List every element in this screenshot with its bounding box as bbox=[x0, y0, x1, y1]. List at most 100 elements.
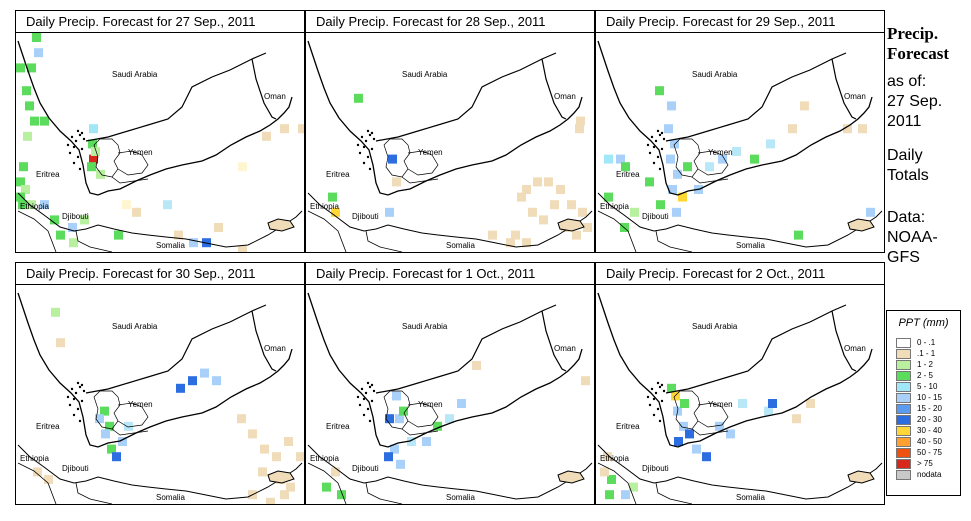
precip-cell bbox=[666, 154, 675, 164]
source-line1: NOAA- bbox=[887, 229, 938, 246]
precip-cell bbox=[522, 238, 531, 248]
island-dot bbox=[652, 161, 656, 165]
legend-swatch bbox=[896, 470, 911, 480]
precip-cell bbox=[266, 497, 275, 504]
boundary-line bbox=[17, 192, 303, 248]
precip-cell bbox=[27, 63, 36, 73]
place-label-somalia: Somalia bbox=[446, 493, 475, 502]
precip-cell bbox=[331, 207, 340, 217]
boundary-line bbox=[365, 230, 403, 252]
island-dot bbox=[82, 389, 86, 393]
precip-cell bbox=[388, 154, 397, 164]
island-dot bbox=[366, 155, 370, 159]
precip-cell bbox=[575, 124, 584, 134]
boundary-line bbox=[541, 58, 567, 120]
boundary-line bbox=[401, 428, 439, 436]
precip-cell bbox=[576, 116, 585, 126]
island-dot bbox=[660, 131, 664, 135]
place-label-ethiopia: Ethiopia bbox=[20, 202, 49, 211]
place-label-eritrea: Eritrea bbox=[326, 422, 350, 431]
precip-cell bbox=[457, 399, 466, 408]
place-label-somalia: Somalia bbox=[736, 493, 765, 502]
legend-swatch bbox=[896, 371, 911, 381]
precip-cell bbox=[40, 116, 49, 126]
legend-swatch bbox=[896, 426, 911, 436]
panel-title: Daily Precip. Forecast for 29 Sep., 2011 bbox=[596, 11, 884, 33]
precip-cell bbox=[16, 177, 25, 187]
precip-map: Saudi Arabia Oman Yemen Eritrea Ethiopia Djib… bbox=[16, 33, 304, 252]
sidebar-title-line2: Forecast bbox=[887, 44, 949, 63]
boundary-line bbox=[307, 444, 593, 500]
island-dot bbox=[656, 129, 660, 133]
island-dot bbox=[70, 387, 74, 391]
precip-cell bbox=[766, 139, 775, 149]
place-label-djibouti: Djibouti bbox=[352, 212, 379, 221]
precip-cell bbox=[567, 200, 576, 210]
precip-cell bbox=[604, 154, 613, 164]
precip-cell bbox=[238, 162, 247, 172]
island-dot bbox=[652, 413, 656, 417]
legend-label: 20 - 30 bbox=[917, 415, 942, 424]
boundary-line bbox=[697, 150, 729, 176]
legend-swatch bbox=[896, 382, 911, 392]
precip-cell bbox=[670, 139, 679, 149]
island-dot bbox=[78, 167, 82, 171]
precip-cell bbox=[866, 207, 875, 217]
precip-cell bbox=[806, 399, 815, 408]
boundary-line bbox=[307, 292, 583, 448]
precip-cell bbox=[692, 444, 701, 454]
island-dot bbox=[662, 137, 666, 141]
island-dot bbox=[652, 145, 656, 149]
boundary-line bbox=[691, 176, 729, 184]
precip-cell bbox=[395, 414, 404, 424]
precip-cell bbox=[433, 421, 442, 431]
island-dot bbox=[356, 395, 360, 399]
boundary-line bbox=[17, 210, 57, 252]
precip-cell bbox=[284, 437, 293, 446]
precip-cell bbox=[858, 124, 867, 134]
boundary-line bbox=[655, 482, 693, 504]
data-label: Data: bbox=[887, 209, 926, 226]
boundary-line bbox=[17, 444, 303, 500]
precip-cell bbox=[23, 131, 32, 141]
forecast-panel-28-sep: Daily Precip. Forecast for 28 Sep., 2011… bbox=[305, 10, 595, 253]
boundary-line bbox=[307, 210, 347, 252]
precip-cell bbox=[678, 192, 687, 202]
precip-cell bbox=[56, 230, 65, 240]
boundary-line bbox=[597, 292, 873, 448]
forecast-panel-29-sep: Daily Precip. Forecast for 29 Sep., 2011… bbox=[595, 10, 885, 253]
precip-cell bbox=[260, 444, 269, 454]
precip-cell bbox=[22, 86, 31, 96]
precip-cell bbox=[764, 406, 773, 416]
precip-cell bbox=[132, 207, 141, 217]
precip-cell bbox=[488, 230, 497, 240]
place-label-yemen: Yemen bbox=[128, 400, 153, 409]
precip-cell bbox=[18, 200, 27, 210]
island-dot bbox=[654, 139, 658, 143]
boundary-line bbox=[673, 138, 701, 178]
island-dot bbox=[656, 155, 660, 159]
precip-cell bbox=[544, 177, 553, 187]
island-dot bbox=[368, 167, 372, 171]
island-dot bbox=[362, 145, 366, 149]
precip-cell bbox=[214, 223, 223, 232]
precip-cell bbox=[384, 452, 393, 462]
legend-item: 40 - 50 bbox=[896, 437, 958, 448]
precip-cell bbox=[100, 406, 109, 416]
island-dot bbox=[364, 391, 368, 395]
precip-cell bbox=[296, 452, 304, 462]
precip-cell bbox=[163, 200, 172, 210]
boundary-line bbox=[597, 462, 637, 504]
map-svg: Saudi Arabia Oman Yemen Eritrea Ethiopia Djib… bbox=[597, 40, 883, 252]
precip-cell bbox=[702, 452, 711, 462]
island-dot bbox=[660, 399, 664, 403]
precip-cell bbox=[16, 192, 25, 202]
place-label-oman: Oman bbox=[844, 344, 866, 353]
precip-cell bbox=[25, 101, 34, 111]
place-label-eritrea: Eritrea bbox=[616, 422, 640, 431]
precip-cell bbox=[112, 452, 121, 462]
precip-cell bbox=[392, 391, 401, 401]
island-dot bbox=[650, 387, 654, 391]
legend-item: 1 - 2 bbox=[896, 360, 958, 371]
island-dot bbox=[80, 147, 84, 151]
